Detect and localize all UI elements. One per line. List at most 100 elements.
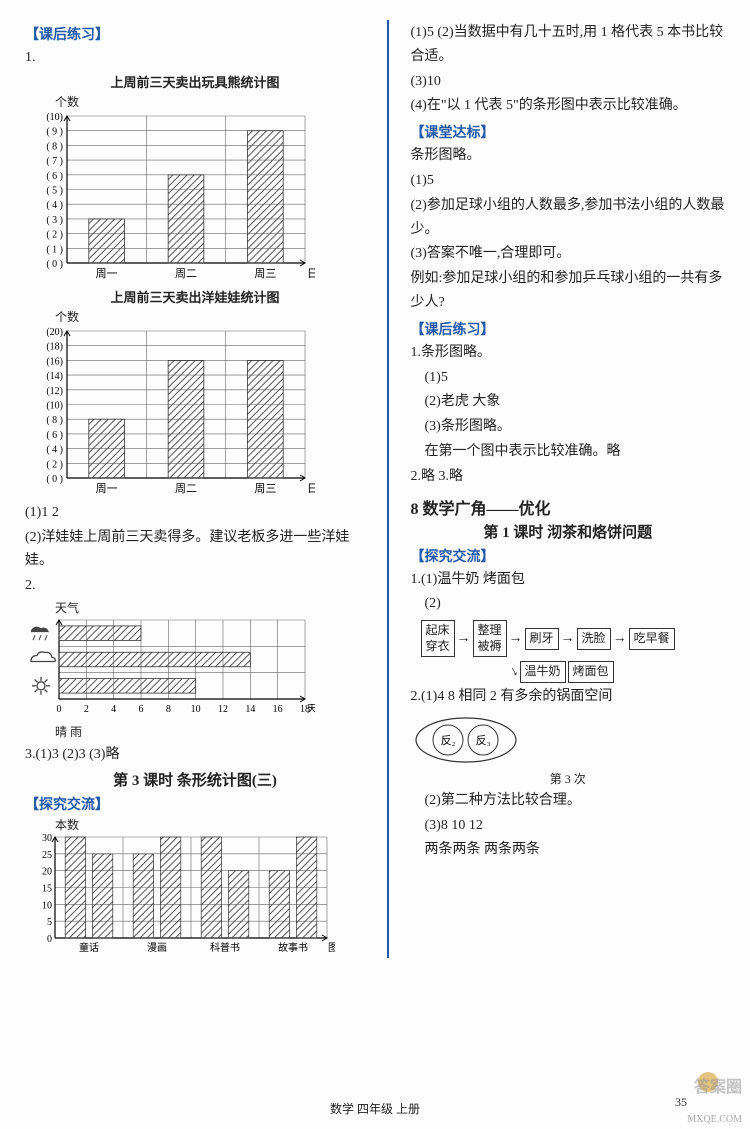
svg-text:(20): (20) bbox=[46, 327, 63, 338]
svg-text:图书: 图书 bbox=[328, 942, 335, 954]
svg-text:30: 30 bbox=[42, 833, 52, 844]
watermark-logo: 答案圈 bbox=[694, 1073, 742, 1097]
r-s4: (3)答案不唯一,合理即可。 bbox=[411, 242, 726, 266]
q2-label: 2. bbox=[25, 574, 365, 598]
svg-text:( 0 ): ( 0 ) bbox=[46, 474, 63, 485]
chart3-ylabel: 天气 bbox=[25, 599, 365, 616]
svg-text:( 7 ): ( 7 ) bbox=[46, 156, 63, 167]
svg-text:( 4 ): ( 4 ) bbox=[46, 444, 63, 455]
chart2-ylabel: 个数 bbox=[25, 308, 365, 325]
svg-text:25: 25 bbox=[42, 850, 52, 861]
svg-text:故事书: 故事书 bbox=[278, 941, 308, 954]
flow-box-2: 整理被褥 bbox=[473, 620, 507, 657]
flowchart: 起床穿衣 → 整理被褥 → 刷牙 → 洗脸 → 吃早餐 bbox=[421, 620, 726, 657]
svg-text:15: 15 bbox=[42, 884, 52, 895]
svg-text:( 0 ): ( 0 ) bbox=[46, 259, 63, 270]
svg-text:4: 4 bbox=[111, 704, 116, 715]
column-divider bbox=[387, 20, 389, 958]
chart1-ylabel: 个数 bbox=[25, 93, 365, 110]
svg-text:10: 10 bbox=[42, 901, 52, 912]
r-e2: 2.(1)4 8 相同 2 有多余的锅面空间 bbox=[411, 685, 726, 709]
r-s2: (1)5 bbox=[411, 169, 726, 193]
r-e2-2: (2)第二种方法比较合理。 bbox=[411, 789, 726, 813]
svg-text:0: 0 bbox=[57, 704, 62, 715]
svg-text:科普书: 科普书 bbox=[210, 941, 240, 954]
svg-text:(10): (10) bbox=[46, 400, 63, 411]
a1-1: (1)1 2 bbox=[25, 501, 365, 525]
svg-text:10: 10 bbox=[191, 704, 201, 715]
arrow-icon: → bbox=[457, 631, 471, 647]
r-e1-2: (2) bbox=[411, 592, 726, 616]
flow-box-5: 吃早餐 bbox=[629, 628, 675, 650]
chart3-legend: 晴 雨 bbox=[25, 722, 365, 742]
r-s1: 条形图略。 bbox=[411, 144, 726, 168]
svg-text:14: 14 bbox=[245, 704, 255, 715]
svg-text:( 6 ): ( 6 ) bbox=[46, 171, 63, 182]
svg-text:天数: 天数 bbox=[307, 702, 315, 715]
chart4-ylabel: 本数 bbox=[25, 816, 365, 833]
chart4: 0 5 10 15 20 25 30 童话 漫画 科普书 故事书 图书 bbox=[25, 833, 365, 958]
chart2-title: 上周前三天卖出洋娃娃统计图 bbox=[25, 287, 365, 306]
chart3: 024681012141618天数 bbox=[25, 616, 365, 721]
chart1-title: 上周前三天卖出玩具熊统计图 bbox=[25, 72, 365, 91]
svg-text:( 5 ): ( 5 ) bbox=[46, 185, 63, 196]
flow-box-6: 温牛奶 bbox=[520, 661, 566, 683]
flowchart-row2: ↓ 温牛奶 烤面包 bbox=[511, 661, 726, 683]
chart1: ( 0 )( 1 )( 2 )( 3 )( 4 )( 5 )( 6 )( 7 )… bbox=[25, 110, 365, 285]
svg-text:(10): (10) bbox=[46, 112, 63, 123]
r-r1-1: (1)5 bbox=[411, 366, 726, 390]
svg-text:周三: 周三 bbox=[254, 482, 276, 495]
r-r2: 2.略 3.略 bbox=[411, 465, 726, 489]
section-explore-right: 【探究交流】 bbox=[411, 546, 726, 566]
svg-text:(14): (14) bbox=[46, 371, 63, 382]
svg-text:6: 6 bbox=[139, 704, 144, 715]
svg-text:16: 16 bbox=[273, 704, 283, 715]
r-r1-3: (3)条形图略。 bbox=[411, 415, 726, 439]
svg-text:0: 0 bbox=[47, 934, 52, 945]
svg-text:5: 5 bbox=[47, 917, 52, 928]
chart2: ( 0 )( 2 )( 4 )( 6 )( 8 )(10)(12)(14)(16… bbox=[25, 325, 365, 500]
svg-text:周一: 周一 bbox=[96, 482, 118, 495]
svg-text:( 2 ): ( 2 ) bbox=[46, 459, 63, 470]
flow-box-4: 洗脸 bbox=[577, 628, 611, 650]
svg-text:20: 20 bbox=[42, 867, 52, 878]
svg-text:( 8 ): ( 8 ) bbox=[46, 141, 63, 152]
unit8-title: 8 数学广角——优化 bbox=[411, 495, 726, 519]
r-p1: (1)5 (2)当数据中有几十五时,用 1 格代表 5 本书比较合适。 bbox=[411, 21, 726, 69]
flow-box-1: 起床穿衣 bbox=[421, 620, 455, 657]
q1-label: 1. bbox=[25, 46, 365, 70]
svg-text:漫画: 漫画 bbox=[147, 942, 167, 954]
r-p3: (4)在"以 1 代表 5"的条形图中表示比较准确。 bbox=[411, 94, 726, 118]
svg-text:8: 8 bbox=[166, 704, 171, 715]
r-e1: 1.(1)温牛奶 烤面包 bbox=[411, 568, 726, 592]
arrow-icon: → bbox=[613, 631, 627, 647]
section-practice-right: 【课后练习】 bbox=[411, 319, 726, 339]
r-e2-4: 两条两条 两条两条 bbox=[411, 838, 726, 862]
oval-right-label: 反₃ bbox=[475, 734, 490, 747]
svg-text:童话: 童话 bbox=[79, 941, 99, 954]
oval-diagram: 反₂ 反₃ 第 3 次 bbox=[411, 715, 726, 787]
section-practice-left: 【课后练习】 bbox=[25, 24, 365, 44]
section-standard: 【课堂达标】 bbox=[411, 122, 726, 142]
svg-text:( 6 ): ( 6 ) bbox=[46, 430, 63, 441]
svg-text:2: 2 bbox=[84, 704, 89, 715]
flow-box-7: 烤面包 bbox=[568, 661, 614, 683]
page-footer: 数学 四年级 上册 bbox=[0, 1100, 750, 1117]
a1-2: (2)洋娃娃上周前三天卖得多。建议老板多进一些洋娃娃。 bbox=[25, 526, 365, 574]
svg-text:12: 12 bbox=[218, 704, 228, 715]
svg-text:日期: 日期 bbox=[307, 267, 315, 280]
svg-text:(12): (12) bbox=[46, 386, 63, 397]
svg-text:( 9 ): ( 9 ) bbox=[46, 126, 63, 137]
svg-text:(16): (16) bbox=[46, 356, 63, 367]
r-s3: (2)参加足球小组的人数最多,参加书法小组的人数最少。 bbox=[411, 194, 726, 242]
svg-text:日期: 日期 bbox=[307, 482, 315, 495]
svg-text:周三: 周三 bbox=[254, 267, 276, 280]
watermark-url: MXQE.COM bbox=[687, 1114, 742, 1125]
r-r1-2: (2)老虎 大象 bbox=[411, 390, 726, 414]
r-r1: 1.条形图略。 bbox=[411, 341, 726, 365]
r-r1-4: 在第一个图中表示比较准确。略 bbox=[411, 440, 726, 464]
svg-text:(18): (18) bbox=[46, 341, 63, 352]
flow-box-3: 刷牙 bbox=[525, 628, 559, 650]
oval-left-label: 反₂ bbox=[440, 734, 455, 747]
svg-text:( 1 ): ( 1 ) bbox=[46, 244, 63, 255]
